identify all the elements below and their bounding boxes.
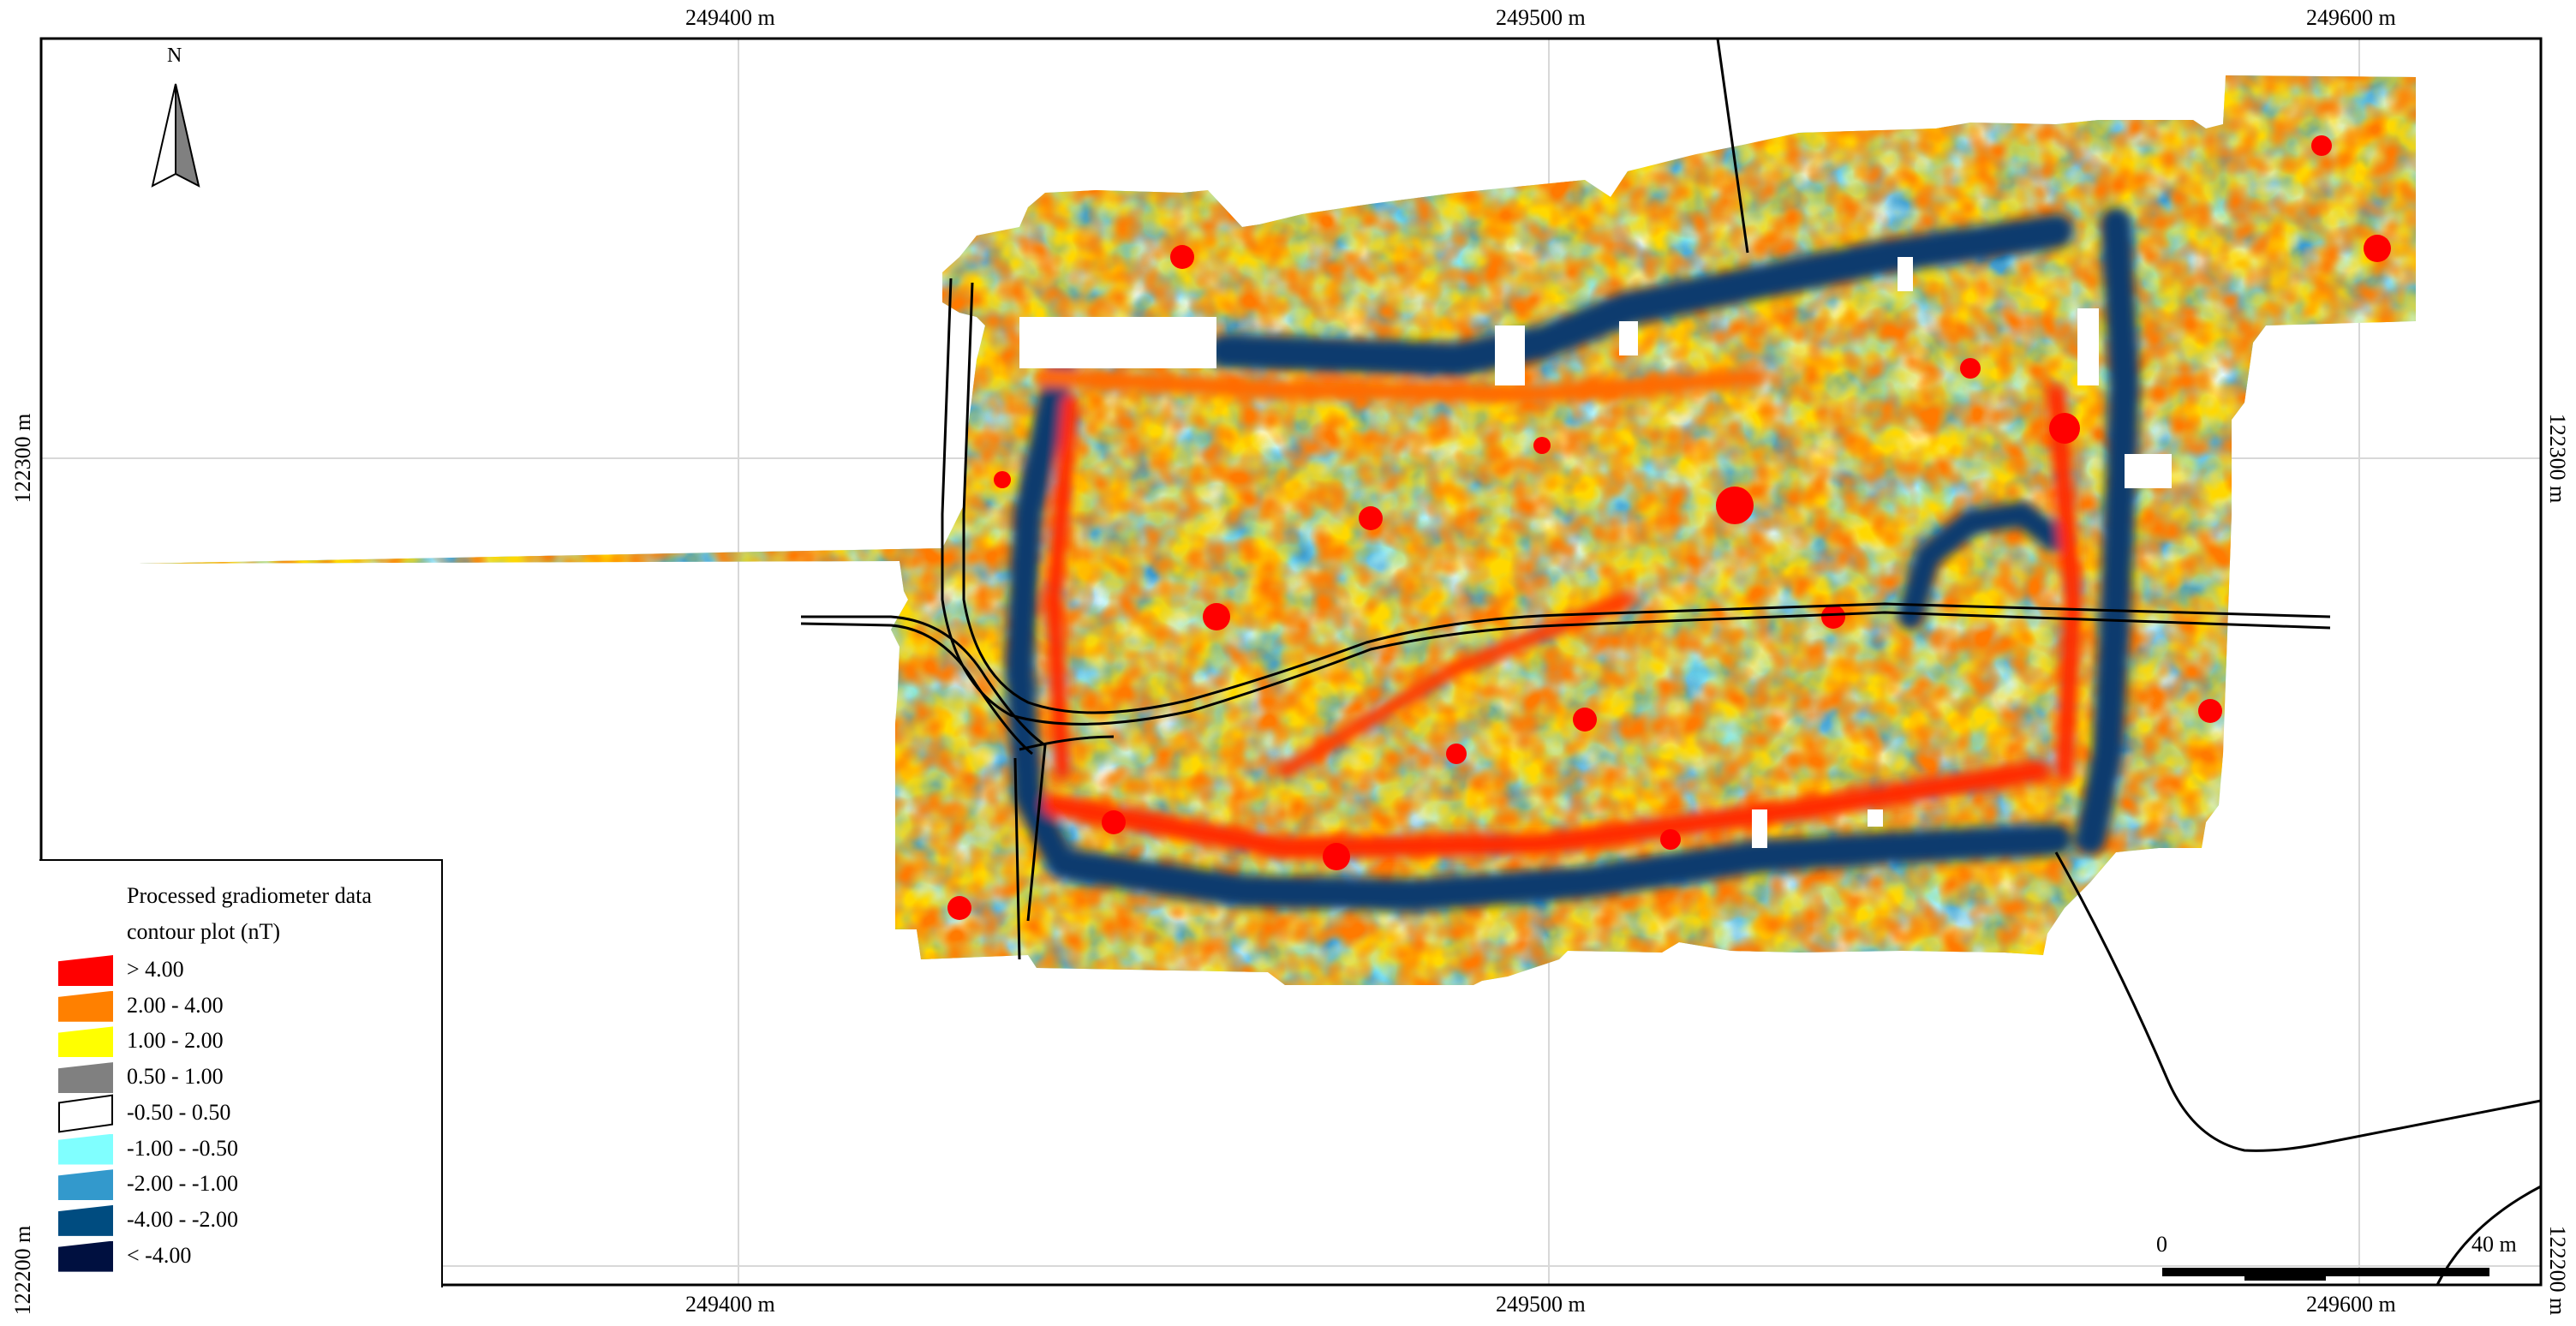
positive-anomalies <box>947 135 2391 920</box>
legend-panel: Processed gradiometer data contour plot … <box>39 859 443 1287</box>
scale-bar <box>2162 1268 2489 1281</box>
legend-swatch <box>58 1026 113 1058</box>
road-lines <box>800 39 2541 1285</box>
legend-swatch <box>58 1094 113 1133</box>
scale-start-label: 0 <box>2156 1232 2167 1257</box>
legend-label: 0.50 - 1.00 <box>127 1064 224 1090</box>
legend-swatch <box>58 1133 113 1165</box>
map-frame <box>39 37 2543 1287</box>
right-axis-label-1: 122300 m <box>2545 413 2570 504</box>
bottom-axis-label-3: 249600 m <box>2306 1292 2396 1317</box>
legend-label: -4.00 - -2.00 <box>127 1206 238 1232</box>
legend-label: > 4.00 <box>127 957 184 982</box>
legend-swatch <box>58 1240 113 1272</box>
legend-title-line1: Processed gradiometer data <box>127 883 372 908</box>
legend-swatch <box>58 990 113 1022</box>
legend-label: -2.00 - -1.00 <box>127 1171 238 1197</box>
legend-label: 2.00 - 4.00 <box>127 992 224 1018</box>
left-axis-label-1: 122300 m <box>10 413 35 504</box>
legend-label: -1.00 - -0.50 <box>127 1135 238 1161</box>
legend-label: 1.00 - 2.00 <box>127 1028 224 1054</box>
left-axis-label-2: 122200 m <box>10 1225 35 1316</box>
legend-label: -0.50 - 0.50 <box>127 1099 231 1125</box>
legend-label: < -4.00 <box>127 1242 192 1268</box>
north-arrow-icon <box>151 83 200 188</box>
top-axis-label-3: 249600 m <box>2306 5 2396 30</box>
right-axis-label-2: 122200 m <box>2545 1225 2570 1316</box>
bottom-axis-label-2: 249500 m <box>1496 1292 1586 1317</box>
bottom-axis-label-1: 249400 m <box>685 1292 775 1317</box>
legend-title-line2: contour plot (nT) <box>127 919 281 944</box>
legend-swatch <box>58 1169 113 1201</box>
top-axis-label-2: 249500 m <box>1496 5 1586 30</box>
survey-gaps <box>360 257 2172 848</box>
scale-end-label: 40 m <box>2471 1232 2517 1257</box>
legend-swatch <box>58 1204 113 1236</box>
legend-swatch <box>58 955 113 986</box>
north-label: N <box>167 45 182 67</box>
legend-swatch <box>58 1062 113 1094</box>
top-axis-label-1: 249400 m <box>685 5 775 30</box>
